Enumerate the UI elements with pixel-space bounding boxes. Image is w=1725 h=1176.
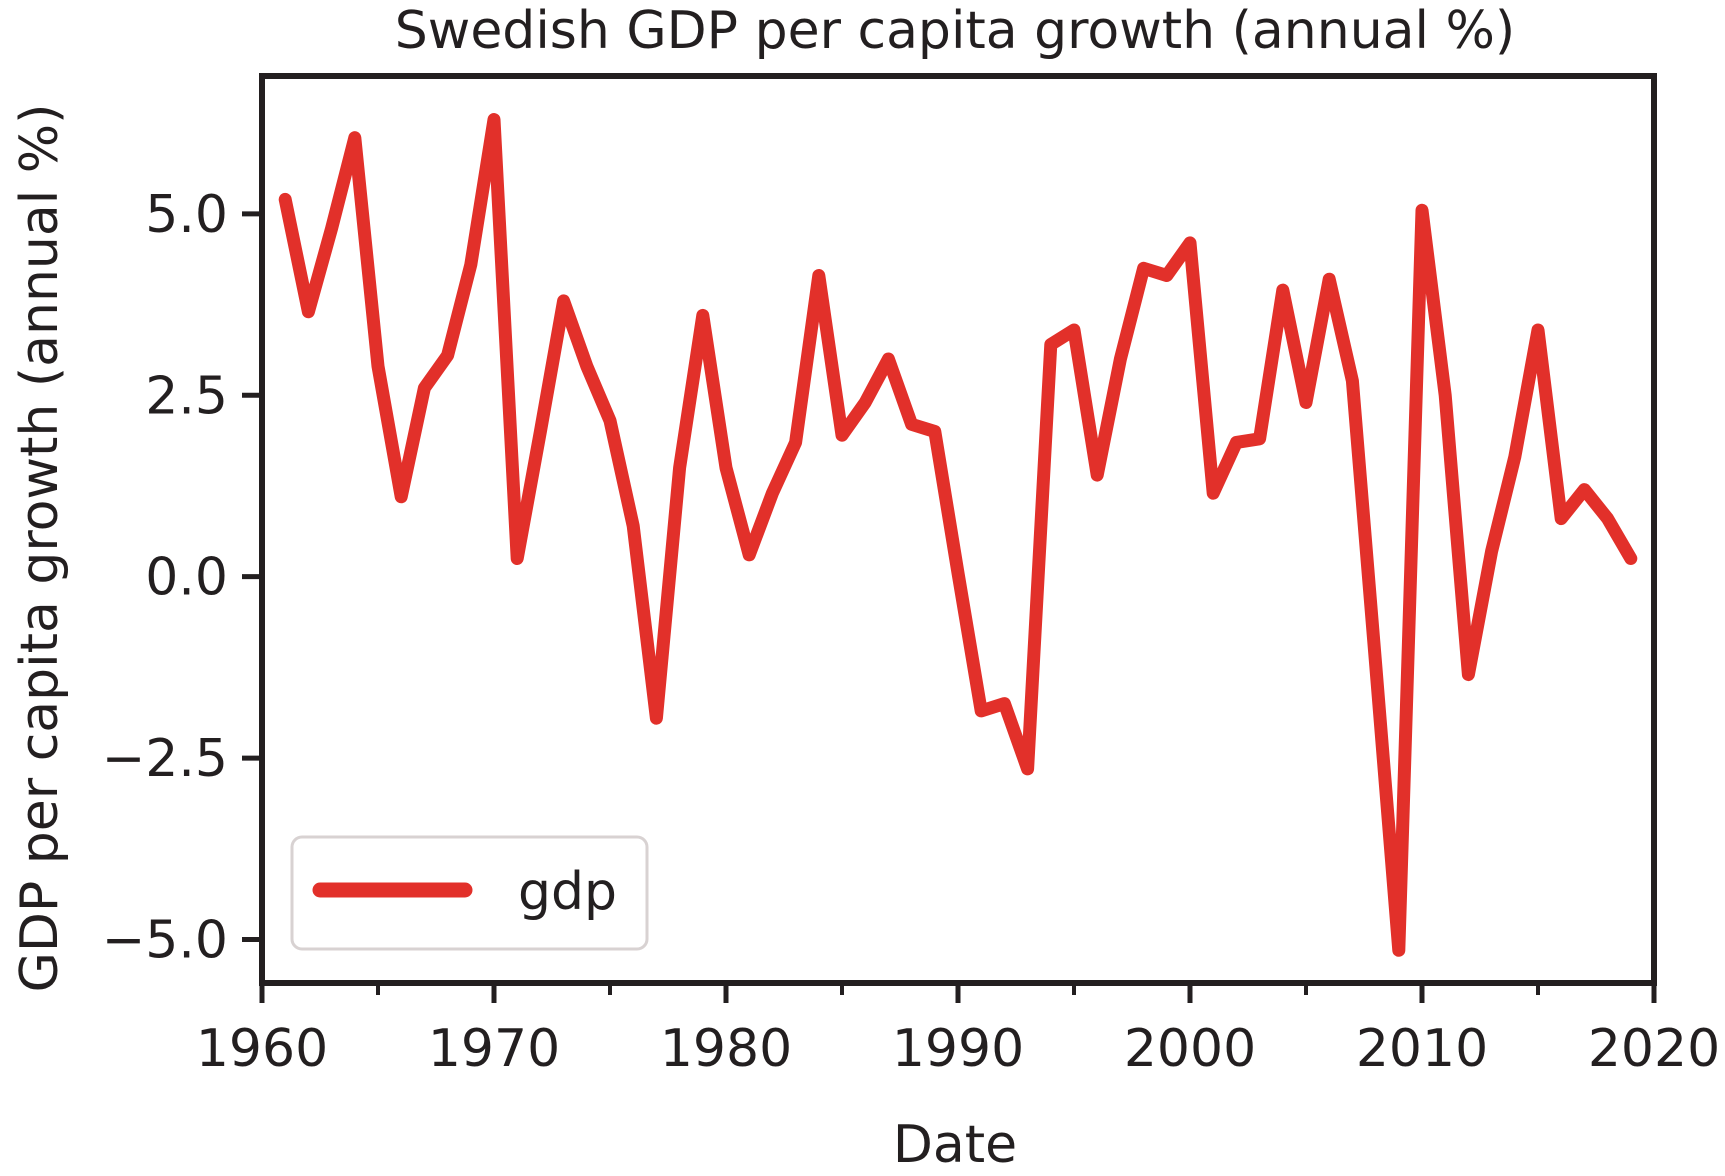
x-tick-label: 1970: [428, 1019, 560, 1079]
y-tick-label: −5.0: [102, 910, 228, 970]
y-tick-label: −2.5: [102, 729, 228, 789]
chart-title: Swedish GDP per capita growth (annual %): [395, 1, 1515, 61]
y-axis-label: GDP per capita growth (annual %): [10, 104, 70, 993]
y-tick-label: 0.0: [145, 548, 228, 608]
legend-label-gdp: gdp: [518, 862, 617, 922]
series-layer: [278, 113, 1638, 957]
x-axis-label: Date: [893, 1115, 1017, 1172]
series-line-gdp: [278, 113, 1638, 957]
x-tick-label: 1990: [892, 1019, 1024, 1079]
x-tick-label: 1960: [196, 1019, 328, 1079]
plot-frame: [259, 73, 1657, 986]
x-tick-label: 1980: [660, 1019, 792, 1079]
x-tick-label: 2000: [1124, 1019, 1256, 1079]
y-axis-ticks: 5.0 2.5 0.0 −2.5 −5.0: [102, 185, 262, 970]
legend: gdp: [290, 835, 649, 951]
x-axis-ticks: 1960 1970 1980 1990 2000 2010 2020: [196, 983, 1720, 1079]
y-tick-label: 2.5: [145, 366, 228, 426]
x-tick-label: 2020: [1588, 1019, 1720, 1079]
y-tick-label: 5.0: [145, 185, 228, 245]
x-tick-label: 2010: [1356, 1019, 1488, 1079]
